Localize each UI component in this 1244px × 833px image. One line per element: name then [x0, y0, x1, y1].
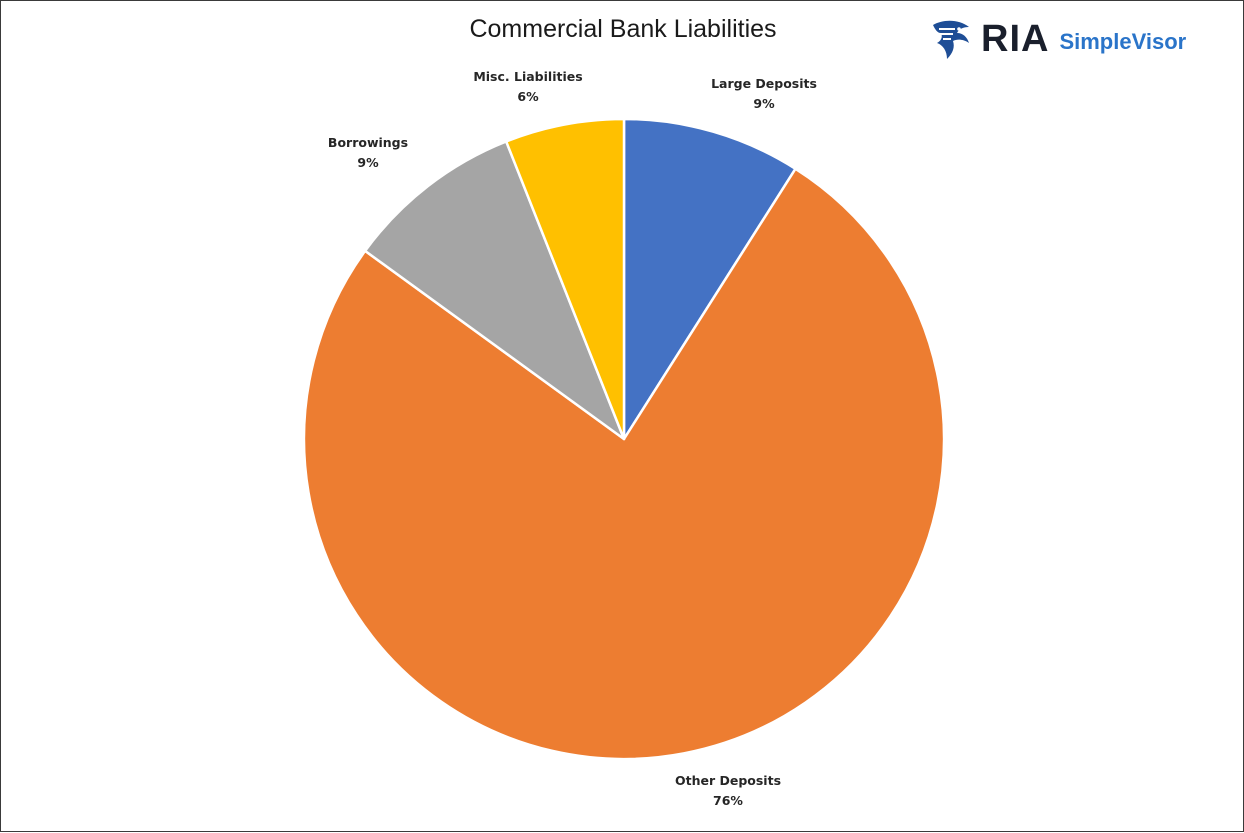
slice-percent-label: 76%: [713, 793, 743, 808]
pie-slice-borrowings: [363, 140, 626, 441]
eagle-head-icon: [933, 20, 969, 59]
logo-product-text: SimpleVisor: [1059, 29, 1187, 54]
pie-slices: [302, 117, 946, 761]
logo-brand-text: RIA: [981, 17, 1050, 60]
slice-label: Borrowings: [328, 135, 408, 150]
slice-percent-label: 6%: [517, 89, 539, 104]
pie-slice-other-deposits: [302, 167, 946, 761]
slice-label: Large Deposits: [711, 76, 817, 91]
pie-slice-misc-liabilities: [504, 117, 626, 441]
ria-simplevisor-logo: RIA SimpleVisor: [929, 17, 1186, 61]
chart-title: Commercial Bank Liabilities: [469, 15, 777, 43]
pie-labels: Large Deposits 9% Other Deposits 76% Borrowi…: [328, 69, 817, 808]
slice-label: Other Deposits: [675, 773, 781, 788]
slice-percent-label: 9%: [753, 96, 775, 111]
slice-percent-label: 9%: [357, 155, 379, 170]
slice-label: Misc. Liabilities: [473, 69, 582, 84]
pie-slice-large-deposits: [622, 117, 797, 441]
